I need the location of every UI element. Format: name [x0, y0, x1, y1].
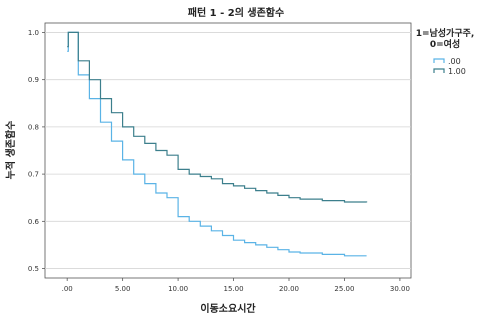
y-tick-label: 0.7	[28, 171, 39, 179]
grid-lines	[45, 32, 411, 269]
series-line-1	[67, 31, 368, 203]
legend-items: .001.00	[433, 57, 466, 76]
plot-area	[44, 22, 412, 279]
y-axis-label: 누적 생존함수	[4, 121, 17, 180]
x-axis-label: 이동소요시간	[200, 302, 256, 315]
y-tick-label: 0.6	[28, 218, 40, 226]
y-tick-label: 0.5	[28, 265, 39, 273]
chart-title: 패턴 1 - 2의 생존함수	[188, 6, 284, 19]
x-tick-label: 30.00	[390, 285, 410, 293]
series-lines	[67, 31, 368, 257]
series-line-0	[67, 31, 367, 257]
legend-label-1: 1.00	[448, 67, 466, 76]
y-tick-label: 0.9	[28, 76, 39, 84]
y-axis-ticks: 0.5 0.6 0.7 0.8 0.9 1.0	[28, 29, 45, 273]
x-tick-label: 5.00	[115, 285, 131, 293]
legend-label-0: .00	[448, 57, 461, 66]
legend-title-line-2: 0=여성	[430, 38, 460, 50]
x-tick-label: 15.00	[224, 285, 244, 293]
x-tick-label: .00	[62, 285, 73, 293]
x-tick-label: 25.00	[334, 285, 354, 293]
y-tick-label: 0.8	[28, 123, 39, 131]
x-tick-label: 10.00	[168, 285, 188, 293]
legend: 1=남성가구주, 0=여성 .001.00	[416, 27, 475, 76]
y-tick-label: 1.0	[28, 29, 39, 37]
x-tick-label: 20.00	[279, 285, 299, 293]
x-axis-ticks: .00 5.00 10.00 15.00 20.00 25.00 30.00	[62, 278, 410, 293]
legend-title-line-1: 1=남성가구주,	[416, 27, 475, 39]
legend-swatch-0	[433, 58, 445, 63]
legend-swatch-1	[433, 68, 445, 73]
